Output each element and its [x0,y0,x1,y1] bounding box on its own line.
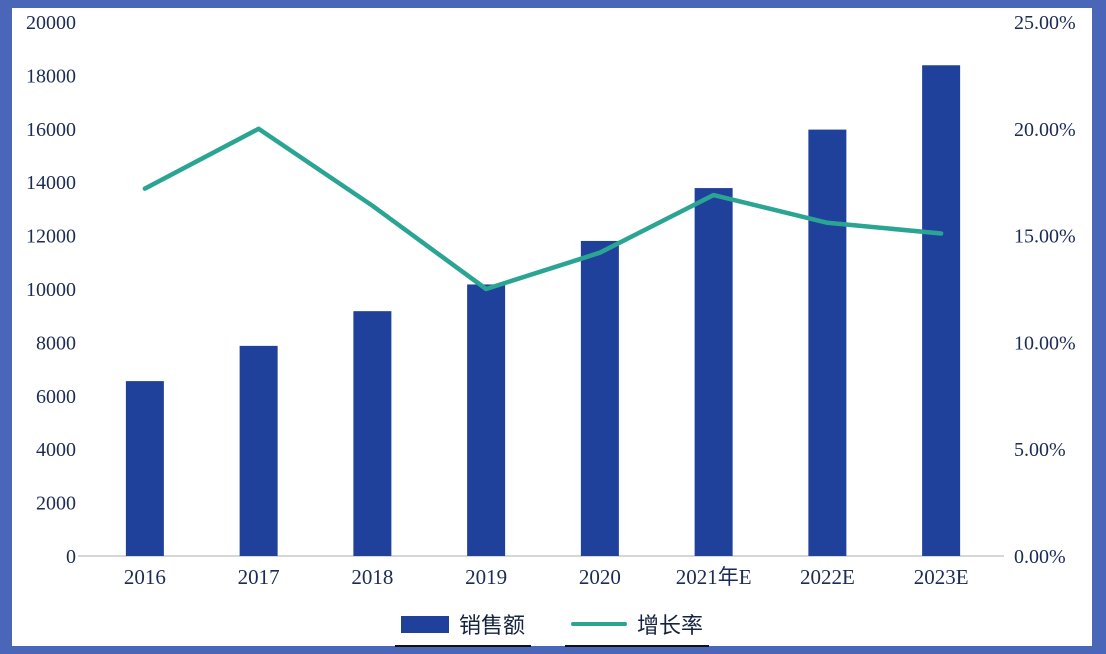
left-axis-tick-label: 10000 [26,279,76,301]
sales-bar [353,311,392,556]
left-axis-tick-label: 16000 [26,119,76,141]
x-axis-category-label: 2018 [351,565,393,589]
sales-bar [580,240,619,556]
sales-bar [125,381,164,556]
sales-bar [694,188,733,556]
sales-bar [467,284,506,556]
left-axis-tick-label: 2000 [36,493,76,515]
chart-canvas: 0 2000 4000 6000 8000 10000 12000 14000 16000 180… [26,12,1076,589]
left-axis-tick-label: 14000 [26,172,76,194]
x-axis-category-label: 2023E [914,565,969,589]
legend-label-sales: 销售额 [458,613,525,638]
right-axis-tick-label: 25.00% [1014,12,1076,34]
sales-bar [922,65,961,556]
left-axis-tick-label: 4000 [36,439,76,461]
left-axis-tick-label: 12000 [26,226,76,248]
right-axis-tick-label: 10.00% [1014,332,1076,354]
x-axis-category-label: 2020 [579,565,621,589]
line-series-swatch-icon [571,622,627,626]
legend-item-growth: 增长率 [565,608,710,647]
right-axis-tick-label: 5.00% [1014,439,1066,461]
right-axis-tick-label: 15.00% [1014,226,1076,248]
x-axis-category-label: 2016 [124,565,166,589]
growth-rate-line [142,126,944,292]
chart-panel: 0 2000 4000 6000 8000 10000 12000 14000 16000 180… [12,8,1092,647]
x-axis-category-label: 2022E [800,565,855,589]
legend-item-sales: 销售额 [394,608,531,647]
right-axis-tick-label: 20.00% [1014,119,1076,141]
left-axis-tick-label: 18000 [26,65,76,87]
x-axis-category-label: 2021年E [676,565,752,589]
combo-chart: 0 2000 4000 6000 8000 10000 12000 14000 16000 180… [12,8,1092,608]
left-axis-tick-label: 20000 [26,12,76,34]
left-axis-tick-label: 0 [66,546,76,568]
left-axis-tick-label: 8000 [36,332,76,354]
right-axis-tick-label: 0.00% [1014,546,1066,568]
left-axis-tick-label: 6000 [36,386,76,408]
x-axis-category-label: 2019 [465,565,507,589]
bar-series-swatch-icon [400,615,449,633]
sales-bar [239,345,278,556]
legend-label-growth: 增长率 [637,613,704,638]
chart-legend: 销售额 增长率 [12,608,1092,647]
x-axis-category-label: 2017 [238,565,280,589]
sales-bar [808,129,847,556]
